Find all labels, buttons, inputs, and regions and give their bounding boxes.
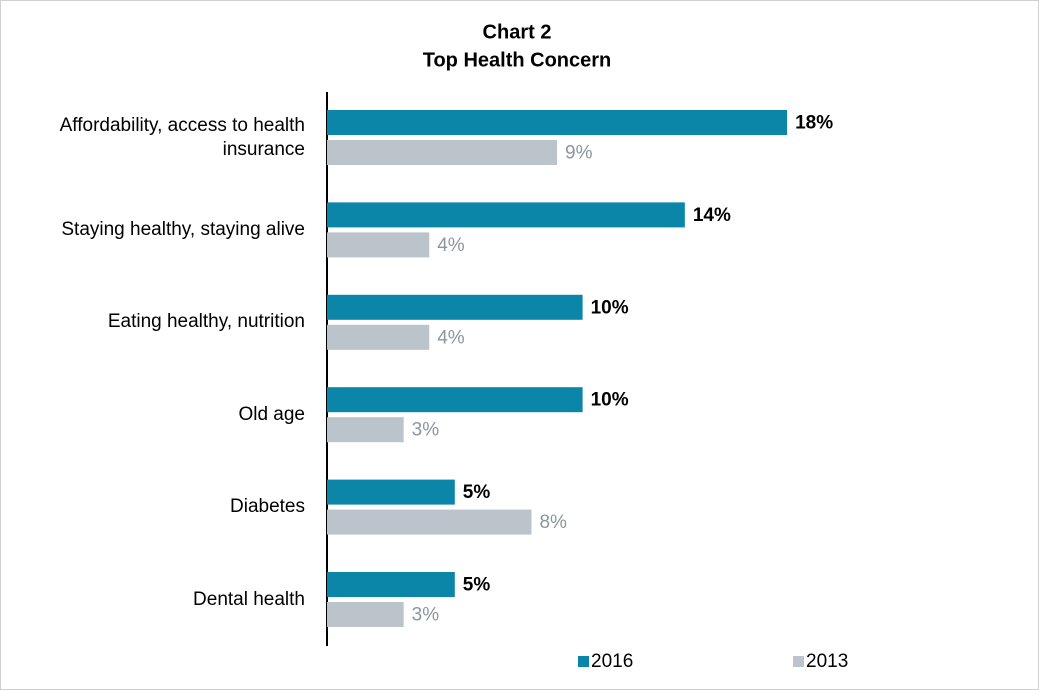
data-label: 9%: [565, 143, 593, 164]
category-label: Staying healthy, staying alive: [61, 218, 305, 240]
bar: [327, 387, 583, 413]
category-label: Affordability, access to health insuranc…: [59, 114, 305, 160]
bar: [327, 572, 455, 597]
category-label: Diabetes: [230, 496, 305, 518]
bar: [327, 417, 404, 443]
legend-label: 2013: [806, 651, 848, 672]
chart-title: Top Health Concern: [423, 49, 612, 71]
data-label: 3%: [412, 605, 440, 626]
bar: [327, 509, 532, 535]
data-label: 10%: [591, 390, 629, 411]
bar: [327, 202, 685, 228]
bar: [327, 110, 788, 135]
data-label: 5%: [463, 482, 491, 503]
data-label: 10%: [591, 297, 629, 318]
data-label: 5%: [463, 575, 491, 596]
category-label: Dental health: [193, 588, 305, 610]
data-label: 4%: [437, 235, 465, 256]
bar: [327, 294, 583, 320]
bar: [327, 602, 404, 627]
legend-swatch: [578, 656, 589, 667]
bar: [327, 324, 430, 350]
legend-swatch: [793, 656, 804, 667]
bar: [327, 479, 455, 505]
legend-label: 2016: [591, 651, 633, 672]
category-label: Eating healthy, nutrition: [107, 311, 305, 333]
data-label: 8%: [539, 512, 567, 533]
data-label: 14%: [693, 205, 731, 226]
data-label: 4%: [437, 327, 465, 348]
chart-title: Chart 2: [483, 21, 552, 43]
bar: [327, 140, 558, 165]
category-label: Old age: [238, 403, 305, 425]
data-label: 18%: [795, 113, 833, 134]
data-label: 3%: [412, 420, 440, 441]
bar: [327, 232, 430, 258]
